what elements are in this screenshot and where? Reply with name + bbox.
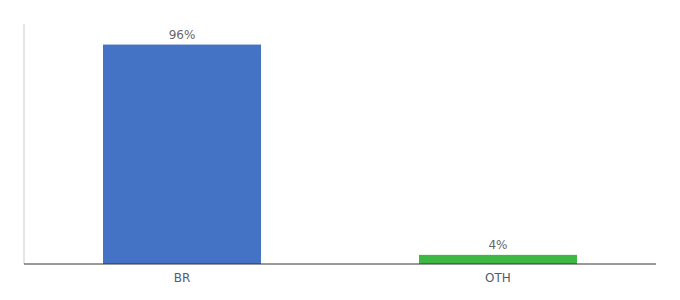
x-axis-line	[24, 264, 656, 265]
data-label: 96%	[169, 28, 196, 42]
bar	[419, 255, 577, 264]
bar	[103, 45, 261, 264]
chart-container: 96% 4% BR OTH	[0, 0, 680, 300]
x-tick-label: OTH	[485, 271, 511, 285]
chart: 96% 4% BR OTH	[0, 0, 680, 300]
bars	[103, 45, 577, 264]
y-axis-line	[24, 24, 25, 264]
data-label: 4%	[488, 238, 507, 252]
x-tick-label: BR	[174, 271, 191, 285]
